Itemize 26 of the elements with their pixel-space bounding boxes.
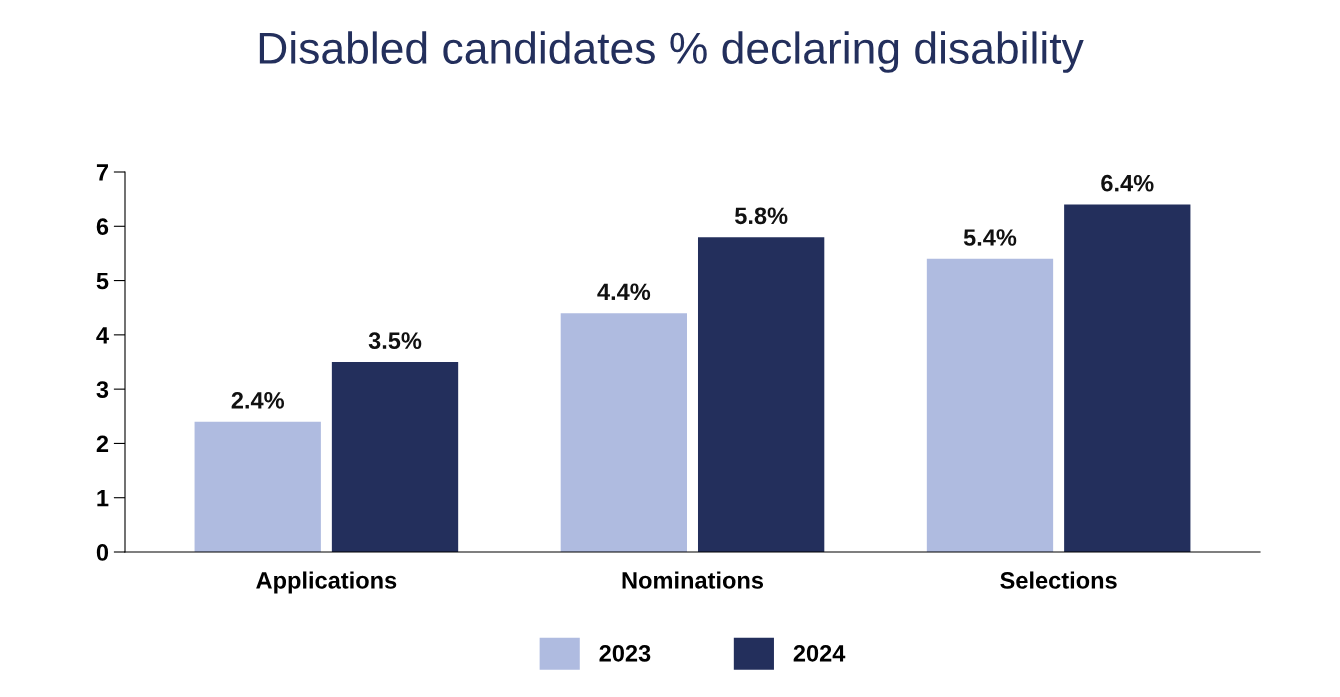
y-tick-label: 4 — [96, 327, 109, 344]
y-tick-label: 0 — [96, 544, 109, 561]
y-tick-label: 3 — [96, 381, 109, 398]
bar — [926, 258, 1054, 552]
y-tick-label: 2 — [96, 435, 109, 452]
data-label: 3.5% — [368, 332, 422, 350]
x-tick-label: Nominations — [622, 571, 764, 589]
bar — [697, 237, 825, 552]
data-label: 6.4% — [1101, 174, 1154, 192]
y-tick-label: 1 — [97, 490, 109, 507]
bar — [194, 421, 321, 552]
data-label: 2.4% — [231, 391, 285, 409]
data-label: 5.4% — [963, 229, 1017, 246]
y-tick-label: 6 — [96, 218, 109, 236]
bar — [331, 362, 459, 552]
x-tick-label: Applications — [256, 571, 397, 594]
y-tick-label: 7 — [96, 164, 108, 181]
x-tick-label: Selections — [1000, 571, 1117, 589]
chart-title: Disabled candidates % declaring disability — [259, 31, 1084, 73]
legend-label: 2024 — [793, 644, 846, 662]
y-tick-label: 5 — [96, 272, 109, 290]
data-label: 5.8% — [734, 207, 788, 225]
legend-label: 2023 — [599, 644, 651, 662]
bar — [1064, 204, 1191, 552]
data-label: 4.4% — [597, 283, 651, 301]
bar — [560, 313, 688, 552]
